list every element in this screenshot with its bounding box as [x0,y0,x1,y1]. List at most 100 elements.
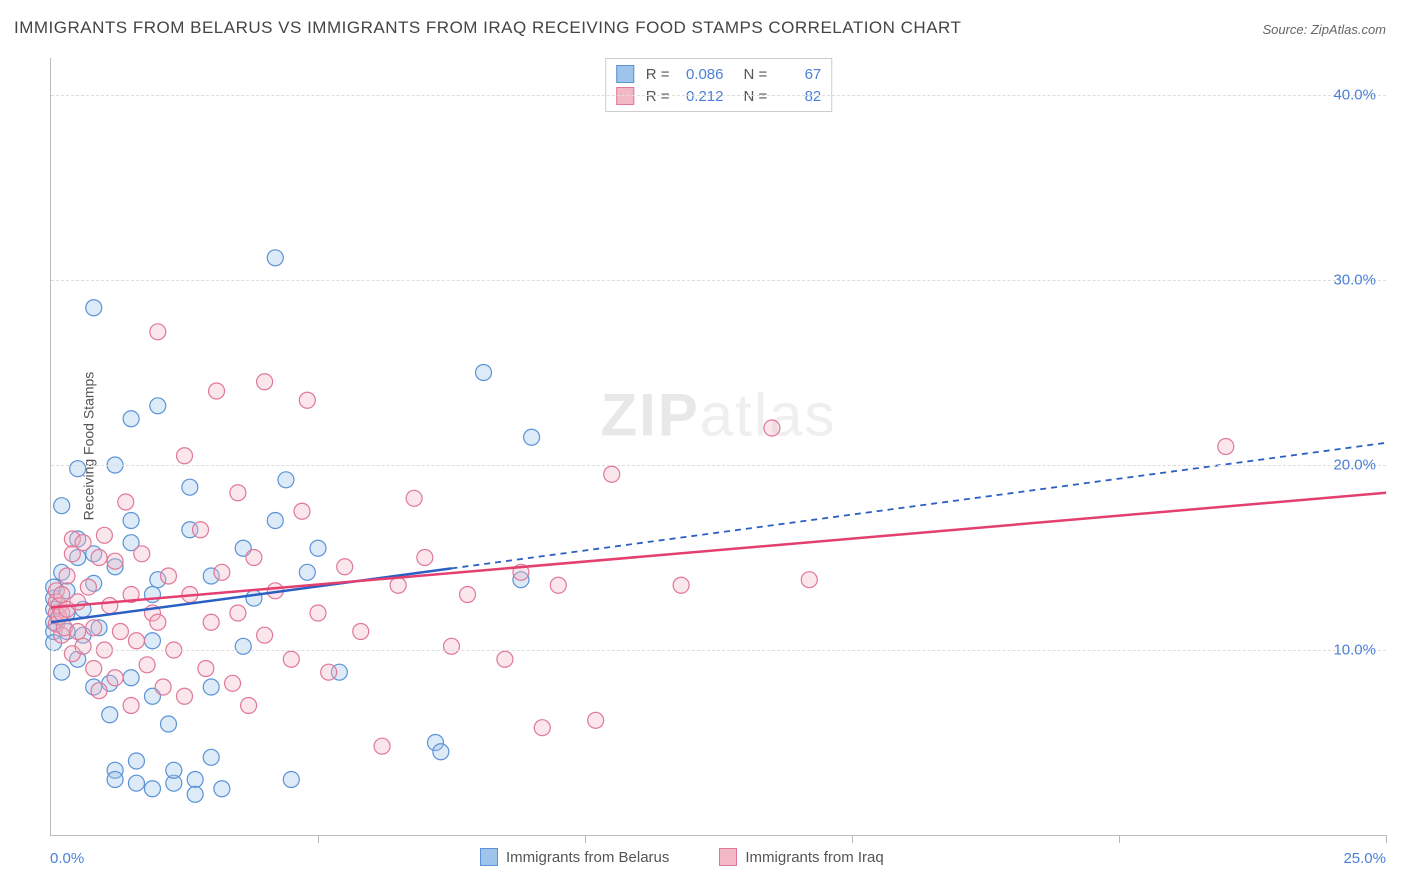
data-point [257,374,273,390]
data-point [497,651,513,667]
data-point [187,772,203,788]
data-point [198,661,214,677]
data-point [150,398,166,414]
data-point [144,633,160,649]
chart-title: IMMIGRANTS FROM BELARUS VS IMMIGRANTS FR… [14,18,961,38]
data-point [160,716,176,732]
swatch-belarus [480,848,498,866]
data-point [267,513,283,529]
data-point [177,688,193,704]
data-point [406,490,422,506]
data-point [86,300,102,316]
data-point [214,781,230,797]
data-point [588,712,604,728]
data-point [764,420,780,436]
data-point [460,587,476,603]
data-point [112,624,128,640]
data-point [86,661,102,677]
data-point [299,564,315,580]
data-point [128,633,144,649]
data-point [203,749,219,765]
data-point [257,627,273,643]
data-point [337,559,353,575]
data-point [155,679,171,695]
swatch-iraq [719,848,737,866]
y-tick-label: 30.0% [1333,272,1376,289]
data-point [801,572,817,588]
data-point [534,720,550,736]
data-point [230,485,246,501]
data-point [70,461,86,477]
data-point [150,324,166,340]
data-point [246,550,262,566]
trend-line [51,568,452,622]
data-point [550,577,566,593]
data-point [524,429,540,445]
data-point [123,670,139,686]
x-axis-max-label: 25.0% [1343,850,1386,867]
data-point [160,568,176,584]
data-point [54,498,70,514]
data-point [187,786,203,802]
source-attribution: Source: ZipAtlas.com [1262,22,1386,37]
data-point [123,698,139,714]
data-point [321,664,337,680]
data-point [310,540,326,556]
data-point [128,775,144,791]
data-point [123,411,139,427]
data-point [299,392,315,408]
data-point [294,503,310,519]
data-point [444,638,460,654]
data-point [91,683,107,699]
legend-bottom: Immigrants from Belarus Immigrants from … [480,848,884,866]
data-point [118,494,134,510]
data-point [241,698,257,714]
data-point [96,527,112,543]
y-tick-label: 20.0% [1333,457,1376,474]
data-point [673,577,689,593]
data-point [310,605,326,621]
data-point [139,657,155,673]
data-point [278,472,294,488]
data-point [209,383,225,399]
data-point [283,772,299,788]
data-point [123,513,139,529]
data-point [267,250,283,266]
data-point [230,605,246,621]
data-point [166,762,182,778]
data-point [91,550,107,566]
data-point [433,744,449,760]
legend-item-iraq: Immigrants from Iraq [719,848,883,866]
data-point [417,550,433,566]
data-point [70,624,86,640]
data-point [107,670,123,686]
data-point [75,535,91,551]
data-point [80,579,96,595]
data-point [86,620,102,636]
data-point [283,651,299,667]
data-point [225,675,241,691]
data-point [134,546,150,562]
data-point [177,448,193,464]
data-point [390,577,406,593]
data-point [246,590,262,606]
legend-item-belarus: Immigrants from Belarus [480,848,669,866]
data-point [54,664,70,680]
data-point [353,624,369,640]
data-point [107,772,123,788]
y-tick-label: 40.0% [1333,87,1376,104]
data-point [604,466,620,482]
data-point [476,365,492,381]
legend-label: Immigrants from Iraq [745,849,883,866]
y-tick-label: 10.0% [1333,642,1376,659]
data-point [203,679,219,695]
data-point [59,568,75,584]
data-point [1218,439,1234,455]
data-point [70,594,86,610]
plot-area: ZIPatlas R = 0.086 N = 67 R = 0.212 N = … [50,58,1386,836]
data-point [235,638,251,654]
data-point [193,522,209,538]
data-point [374,738,390,754]
data-point [102,707,118,723]
data-point [107,553,123,569]
